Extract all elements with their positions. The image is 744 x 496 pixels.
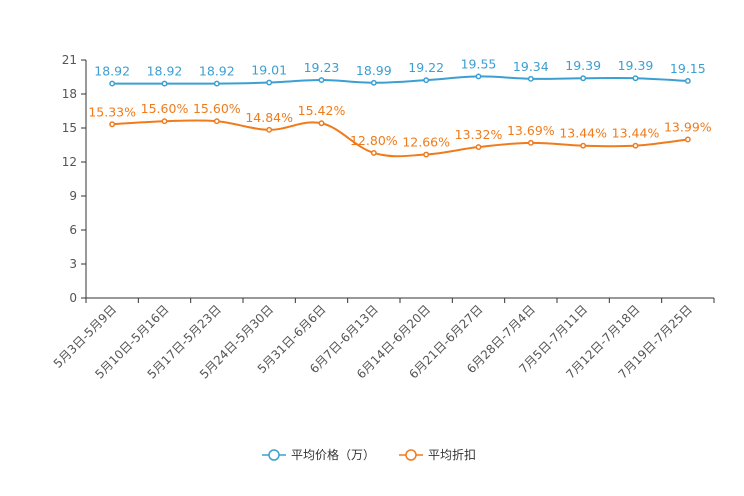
data-label: 19.15 bbox=[670, 61, 706, 76]
data-point[interactable] bbox=[527, 75, 534, 82]
data-label: 15.33% bbox=[88, 104, 136, 119]
data-point[interactable] bbox=[370, 79, 377, 86]
data-label: 15.60% bbox=[193, 101, 241, 116]
data-label: 13.32% bbox=[455, 127, 503, 142]
data-point[interactable] bbox=[527, 139, 534, 146]
legend-item-0[interactable]: 平均价格（万） bbox=[262, 447, 375, 462]
data-label: 19.55 bbox=[461, 56, 497, 71]
y-tick-label: 18 bbox=[62, 87, 77, 101]
data-label: 19.34 bbox=[513, 59, 549, 74]
data-label: 12.80% bbox=[350, 133, 398, 148]
data-label: 15.42% bbox=[298, 103, 346, 118]
series-0: 18.92 18.92 18.92 19.01 19.23 18.99 19.22 19.55… bbox=[94, 56, 706, 87]
data-point[interactable] bbox=[213, 80, 220, 87]
data-point[interactable] bbox=[632, 75, 639, 82]
y-tick-label: 9 bbox=[69, 189, 77, 203]
data-point[interactable] bbox=[580, 75, 587, 82]
y-tick-label: 15 bbox=[62, 121, 77, 135]
data-point[interactable] bbox=[684, 136, 691, 143]
data-point[interactable] bbox=[109, 80, 116, 87]
series-line bbox=[112, 75, 688, 85]
data-label: 13.44% bbox=[559, 126, 607, 141]
y-tick-label: 6 bbox=[69, 223, 77, 237]
legend[interactable]: 平均价格（万） 平均折扣 bbox=[262, 447, 476, 462]
y-tick-label: 0 bbox=[69, 291, 77, 305]
data-label: 18.92 bbox=[94, 64, 130, 79]
data-label: 19.39 bbox=[565, 58, 601, 73]
data-point[interactable] bbox=[318, 120, 325, 127]
data-point[interactable] bbox=[161, 118, 168, 125]
data-label: 12.66% bbox=[402, 135, 450, 150]
y-tick-label: 3 bbox=[69, 257, 77, 271]
legend-label: 平均价格（万） bbox=[291, 447, 375, 462]
data-point[interactable] bbox=[266, 126, 273, 133]
data-point[interactable] bbox=[632, 142, 639, 149]
y-tick-label: 21 bbox=[62, 53, 77, 67]
data-label: 19.22 bbox=[408, 60, 444, 75]
series-1: 15.33% 15.60% 15.60% 14.84% 15.42% 12.80% 12.6… bbox=[88, 101, 712, 158]
legend-label: 平均折扣 bbox=[428, 447, 476, 462]
data-point[interactable] bbox=[423, 151, 430, 158]
data-label: 14.84% bbox=[245, 110, 293, 125]
y-tick-label: 12 bbox=[62, 155, 77, 169]
legend-circle-icon bbox=[405, 449, 417, 461]
data-point[interactable] bbox=[370, 149, 377, 156]
data-point[interactable] bbox=[266, 79, 273, 86]
data-label: 18.92 bbox=[199, 64, 235, 79]
series-line bbox=[112, 119, 688, 158]
data-point[interactable] bbox=[684, 78, 691, 84]
data-point[interactable] bbox=[423, 77, 430, 84]
data-label: 15.60% bbox=[141, 101, 189, 116]
data-point[interactable] bbox=[475, 73, 482, 80]
legend-circle-icon bbox=[268, 449, 280, 461]
data-point[interactable] bbox=[580, 142, 587, 149]
data-label: 18.99 bbox=[356, 63, 392, 78]
series-layer: 18.92 18.92 18.92 19.01 19.23 18.99 19.22 19.55… bbox=[88, 56, 712, 158]
data-point[interactable] bbox=[318, 77, 325, 84]
data-point[interactable] bbox=[213, 118, 220, 125]
data-label: 19.01 bbox=[251, 63, 287, 78]
data-point[interactable] bbox=[109, 121, 116, 128]
data-label: 18.92 bbox=[147, 64, 183, 79]
legend-item-1[interactable]: 平均折扣 bbox=[399, 447, 476, 462]
data-point[interactable] bbox=[161, 80, 168, 87]
data-label: 13.44% bbox=[612, 126, 660, 141]
data-point[interactable] bbox=[475, 144, 482, 150]
data-label: 13.69% bbox=[507, 123, 555, 138]
data-label: 19.39 bbox=[618, 58, 654, 73]
data-label: 19.23 bbox=[304, 60, 340, 75]
data-label: 13.99% bbox=[664, 119, 712, 134]
